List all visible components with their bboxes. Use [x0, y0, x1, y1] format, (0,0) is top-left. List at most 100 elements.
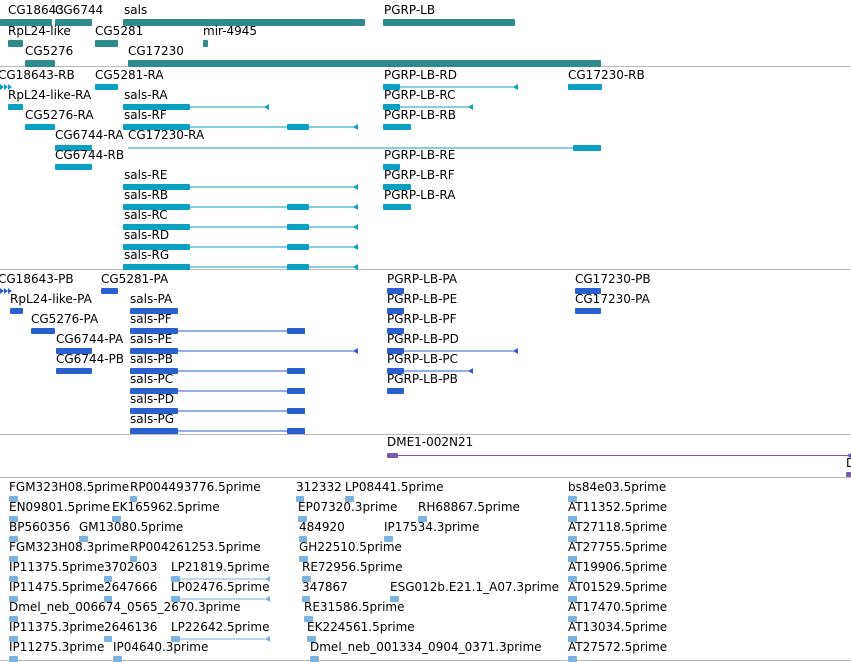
- transcript-feature-pgrp-lb-rb[interactable]: PGRP-LB-RB: [383, 108, 456, 130]
- est-feature-at27755-5prime[interactable]: AT27755.5prime: [568, 540, 667, 562]
- transcript-feature-pgrp-lb-re[interactable]: PGRP-LB-RE: [383, 148, 455, 170]
- transcript-feature-cg18643-rb[interactable]: CG18643-RB: [0, 68, 75, 90]
- transcript-feature-pgrp-lb-rd[interactable]: PGRP-LB-RD: [383, 68, 518, 90]
- est-feature-2647666[interactable]: 2647666: [104, 580, 157, 602]
- est-feature-347867[interactable]: 347867: [302, 580, 348, 602]
- protein-feature-sals-pa[interactable]: sals-PA: [130, 292, 178, 314]
- est-feature-484920[interactable]: 484920: [299, 520, 345, 542]
- protein-feature-cg6744-pb[interactable]: CG6744-PB: [56, 352, 124, 374]
- gene-feature-cg18643[interactable]: CG18643: [0, 3, 64, 26]
- est-feature-lp21819-5prime[interactable]: LP21819.5prime: [171, 560, 270, 582]
- est-feature-at13034-5prime[interactable]: AT13034.5prime: [568, 620, 667, 642]
- protein-feature-sals-pc[interactable]: sals-PC: [130, 372, 305, 394]
- protein-feature-pgrp-lb-pd[interactable]: PGRP-LB-PD: [387, 332, 518, 354]
- est-feature-bp560356[interactable]: BP560356: [9, 520, 70, 542]
- protein-feature-pgrp-lb-pb[interactable]: PGRP-LB-PB: [387, 372, 458, 394]
- protein-feature-pgrp-lb-pc[interactable]: PGRP-LB-PC: [387, 352, 473, 374]
- est-feature-rp004261253-5prime[interactable]: RP004261253.5prime: [130, 540, 261, 562]
- est-feature-re72956-5prime[interactable]: RE72956.5prime: [302, 560, 403, 582]
- est-feature-en09801-5prime[interactable]: EN09801.5prime: [9, 500, 110, 522]
- protein-feature-sals-pe[interactable]: sals-PE: [130, 332, 358, 354]
- gene-feature-cg5276[interactable]: CG5276: [25, 44, 73, 67]
- protein-feature-sals-pb[interactable]: sals-PB: [130, 352, 305, 374]
- protein-feature-sals-pg[interactable]: sals-PG: [130, 412, 305, 434]
- est-feature-ip17534-3prime[interactable]: IP17534.3prime: [384, 520, 479, 542]
- est-feature-dmel-neb-001334-0904-0371-3prime[interactable]: Dmel_neb_001334_0904_0371.3prime: [310, 640, 542, 662]
- est-feature-fgm323h08-3prime[interactable]: FGM323H08.3prime: [9, 540, 129, 562]
- protein-feature-cg6744-pa[interactable]: CG6744-PA: [56, 332, 124, 354]
- gene-feature-cg17230[interactable]: CG17230: [128, 44, 601, 67]
- transcript-feature-rpl24-like-ra[interactable]: RpL24-like-RA: [8, 88, 92, 110]
- protein-label: RpL24-like-PA: [10, 292, 93, 306]
- protein-feature-rpl24-like-pa[interactable]: RpL24-like-PA: [10, 292, 93, 314]
- protein-feature-cg18643-pb[interactable]: CG18643-PB: [0, 272, 74, 294]
- clone-feature-d[interactable]: D: [846, 456, 851, 477]
- transcript-feature-pgrp-lb-rf[interactable]: PGRP-LB-RF: [383, 168, 455, 190]
- est-feature-lp22642-5prime[interactable]: LP22642.5prime: [171, 620, 270, 642]
- transcript-feature-cg6744-ra[interactable]: CG6744-RA: [55, 128, 124, 151]
- est-feature-ip11375-3prime[interactable]: IP11375.3prime: [9, 620, 104, 642]
- est-feature-ip11375-5prime[interactable]: IP11375.5prime: [9, 560, 104, 582]
- protein-feature-sals-pd[interactable]: sals-PD: [130, 392, 305, 414]
- est-feature-lp08441-5prime[interactable]: LP08441.5prime: [345, 480, 444, 502]
- est-feature-3702603[interactable]: 3702603: [104, 560, 157, 582]
- transcript-feature-sals-rf[interactable]: sals-RF: [123, 108, 358, 130]
- gene-label: CG17230: [128, 44, 184, 58]
- exon-box: [573, 145, 601, 151]
- est-feature-bs84e03-5prime[interactable]: bs84e03.5prime: [568, 480, 666, 502]
- est-feature-gm13080-5prime[interactable]: GM13080.5prime: [79, 520, 183, 542]
- transcript-feature-sals-rb[interactable]: sals-RB: [123, 188, 358, 210]
- est-feature-fgm323h08-5prime[interactable]: FGM323H08.5prime: [9, 480, 129, 502]
- est-feature-ek165962-5prime[interactable]: EK165962.5prime: [112, 500, 220, 522]
- gene-feature-sals[interactable]: sals: [123, 3, 365, 26]
- est-feature-at11352-5prime[interactable]: AT11352.5prime: [568, 500, 667, 522]
- transcript-feature-cg6744-rb[interactable]: CG6744-RB: [55, 148, 124, 170]
- protein-feature-cg5276-pa[interactable]: CG5276-PA: [31, 312, 99, 334]
- protein-feature-sals-pf[interactable]: sals-PF: [130, 312, 305, 334]
- est-feature-2646136[interactable]: 2646136: [104, 620, 157, 642]
- transcript-feature-cg17230-ra[interactable]: CG17230-RA: [128, 128, 601, 151]
- protein-feature-pgrp-lb-pe[interactable]: PGRP-LB-PE: [387, 292, 457, 314]
- transcript-feature-sals-ra[interactable]: sals-RA: [123, 88, 269, 110]
- transcript-feature-cg17230-rb[interactable]: CG17230-RB: [568, 68, 645, 90]
- gene-feature-cg6744[interactable]: CG6744: [55, 3, 103, 26]
- est-feature-at17470-5prime[interactable]: AT17470.5prime: [568, 600, 667, 622]
- exon-box: [9, 556, 18, 562]
- transcript-feature-sals-re[interactable]: sals-RE: [123, 168, 358, 190]
- est-feature-gh22510-5prime[interactable]: GH22510.5prime: [299, 540, 402, 562]
- est-feature-ip11475-5prime[interactable]: IP11475.5prime: [9, 580, 104, 602]
- est-feature-at27572-5prime[interactable]: AT27572.5prime: [568, 640, 667, 662]
- transcript-feature-sals-rg[interactable]: sals-RG: [123, 248, 358, 270]
- transcript-feature-cg5276-ra[interactable]: CG5276-RA: [25, 108, 94, 130]
- transcript-feature-pgrp-lb-rc[interactable]: PGRP-LB-RC: [383, 88, 473, 110]
- clone-feature-dme1-002n21[interactable]: DME1-002N21: [387, 435, 851, 458]
- gene-feature-rpl24-like[interactable]: RpL24-like: [8, 24, 71, 47]
- gene-feature-cg5281[interactable]: CG5281: [95, 24, 143, 47]
- transcript-feature-cg5281-ra[interactable]: CG5281-RA: [95, 68, 164, 90]
- transcript-feature-sals-rc[interactable]: sals-RC: [123, 208, 358, 230]
- protein-feature-cg17230-pa[interactable]: CG17230-PA: [575, 292, 651, 314]
- transcript-feature-sals-rd[interactable]: sals-RD: [123, 228, 358, 250]
- protein-feature-cg17230-pb[interactable]: CG17230-PB: [575, 272, 651, 294]
- gene-feature-mir-4945[interactable]: mir-4945: [203, 24, 257, 47]
- est-feature-ip11275-3prime[interactable]: IP11275.3prime: [9, 640, 104, 662]
- transcript-feature-pgrp-lb-ra[interactable]: PGRP-LB-RA: [383, 188, 456, 210]
- est-feature-re31586-5prime[interactable]: RE31586.5prime: [304, 600, 405, 622]
- protein-feature-pgrp-lb-pa[interactable]: PGRP-LB-PA: [387, 272, 458, 294]
- est-feature-rp004493776-5prime[interactable]: RP004493776.5prime: [130, 480, 261, 502]
- gene-feature-pgrp-lb[interactable]: PGRP-LB: [383, 3, 515, 26]
- est-feature-at01529-5prime[interactable]: AT01529.5prime: [568, 580, 667, 602]
- est-feature-ip04640-3prime[interactable]: IP04640.3prime: [113, 640, 208, 662]
- est-feature-lp02476-5prime[interactable]: LP02476.5prime: [171, 580, 270, 602]
- est-feature-ep07320-3prime[interactable]: EP07320.3prime: [298, 500, 397, 522]
- est-feature-ek224561-5prime[interactable]: EK224561.5prime: [307, 620, 415, 642]
- est-feature-esg012b-e21-1-a07-3prime[interactable]: ESG012b.E21.1_A07.3prime: [390, 580, 559, 602]
- est-feature-312332[interactable]: 312332: [296, 480, 342, 502]
- protein-feature-pgrp-lb-pf[interactable]: PGRP-LB-PF: [387, 312, 457, 334]
- est-feature-rh68867-5prime[interactable]: RH68867.5prime: [418, 500, 520, 522]
- strand-arrow-icon: [0, 288, 4, 294]
- est-feature-dmel-neb-006674-0565-2670-3prime[interactable]: Dmel_neb_006674_0565_2670.3prime: [9, 600, 241, 622]
- est-feature-at27118-5prime[interactable]: AT27118.5prime: [568, 520, 667, 542]
- protein-feature-cg5281-pa[interactable]: CG5281-PA: [101, 272, 169, 294]
- est-feature-at19906-5prime[interactable]: AT19906.5prime: [568, 560, 667, 582]
